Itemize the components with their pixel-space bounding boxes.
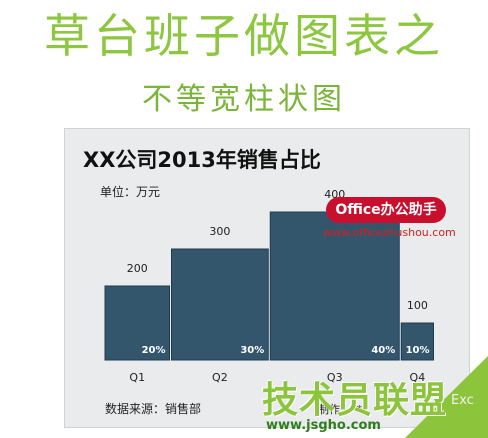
value-label: 200	[127, 262, 148, 275]
bar-q3	[269, 211, 400, 361]
share-label: 20%	[142, 345, 166, 356]
bar-q2	[171, 248, 269, 361]
category-label: Q3	[327, 371, 343, 384]
header-title: 草台班子做图表之	[44, 9, 444, 63]
office-watermark-url: www.officezhushou.com	[323, 226, 456, 239]
office-watermark-badge: Office办公助手	[326, 197, 446, 223]
value-label: 300	[209, 225, 230, 238]
category-label: Q2	[212, 371, 228, 384]
maker-label: 制作：**	[318, 403, 362, 416]
chart-title: XX公司2013年销售占比	[83, 148, 321, 172]
bar-q1	[104, 285, 170, 361]
share-label: 40%	[371, 345, 395, 356]
corner-text: Exc	[451, 393, 474, 408]
bar-q4	[400, 322, 434, 361]
corner-triangle	[405, 356, 488, 438]
category-label: Q1	[129, 371, 145, 384]
share-label: 10%	[406, 345, 430, 356]
header-subtitle: 不等宽柱状图	[142, 82, 346, 117]
site-watermark-url: www.jsgho.com	[266, 418, 381, 433]
value-label: 100	[407, 299, 428, 312]
unit-label: 单位：万元	[100, 185, 161, 199]
site-watermark-name: 技术员联盟	[262, 380, 448, 421]
source-label: 数据来源：销售部	[105, 402, 202, 416]
share-label: 30%	[240, 345, 264, 356]
